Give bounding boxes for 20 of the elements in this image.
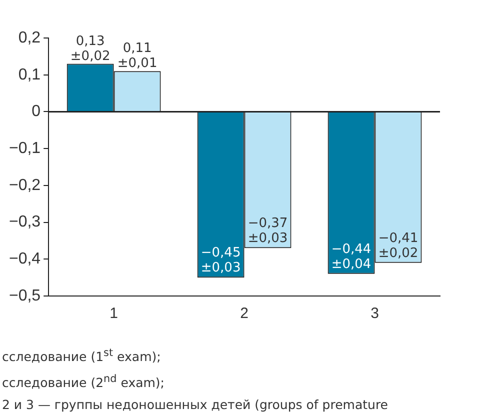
- data-label: 0,13 ±0,02: [70, 34, 110, 64]
- data-label: −0,37 ±0,03: [248, 216, 288, 246]
- text: 2 и 3 — группы недоношенных детей (groups of premature: [2, 396, 388, 414]
- data-label: −0,45 ±0,03: [200, 246, 241, 276]
- y-tick-label: −0,5: [8, 287, 41, 304]
- x-tick-label: 2: [240, 305, 248, 322]
- y-tick-label: 0,2: [18, 29, 41, 46]
- text: сследование (1$^{st}$ exam);: [2, 346, 162, 366]
- x-tick-label: 3: [370, 305, 379, 322]
- y-tick-label: −0,1: [8, 140, 41, 157]
- y-tick-label: 0,1: [18, 66, 41, 84]
- data-label: −0,44 ±0,04: [331, 242, 372, 272]
- y-tick-label: −0,2: [8, 176, 41, 194]
- y-tick-label: −0,3: [8, 214, 41, 231]
- x-tick-label: 1: [110, 305, 118, 322]
- data-label: 0,11 ±0,01: [117, 41, 158, 72]
- y-tick-label: 0: [32, 103, 41, 120]
- y-tick-label: −0,4: [8, 250, 41, 268]
- text: сследование (2$^{nd}$ exam);: [2, 372, 166, 392]
- data-label: −0,41 ±0,02: [378, 230, 418, 261]
